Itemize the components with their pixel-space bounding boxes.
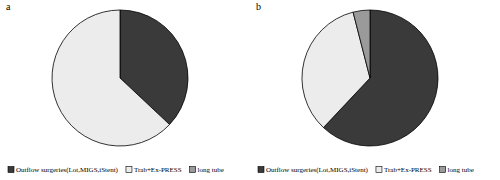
pie [52, 10, 188, 146]
legend-swatch [440, 167, 446, 173]
legend-label: Outflow surgeries(Lot,MIGS,iStent) [16, 166, 119, 174]
legend-label: Trab+Ex-PRESS [134, 166, 182, 174]
legend-swatch [190, 167, 196, 173]
pie [302, 10, 438, 146]
legend-label: long tube [448, 166, 474, 174]
figure: a Outflow surgeries(Lot,MIGS,iStent) Trab+… [0, 0, 500, 180]
panel: b Outflow surgeries(Lot,MIGS,iStent) Trab+… [256, 1, 474, 174]
panel-label: a [6, 1, 11, 12]
legend-swatch [258, 167, 264, 173]
slice [353, 10, 370, 78]
legend-swatch [126, 167, 132, 173]
legend-swatch [8, 167, 14, 173]
slice [120, 10, 121, 78]
panel: a Outflow surgeries(Lot,MIGS,iStent) Trab+… [6, 1, 224, 174]
legend: Outflow surgeries(Lot,MIGS,iStent) Trab+E… [258, 166, 474, 174]
legend: Outflow surgeries(Lot,MIGS,iStent) Trab+E… [8, 166, 224, 174]
legend-swatch [376, 167, 382, 173]
legend-label: long tube [198, 166, 224, 174]
panel-label: b [256, 1, 261, 12]
slice [52, 10, 170, 146]
legend-label: Outflow surgeries(Lot,MIGS,iStent) [266, 166, 369, 174]
legend-label: Trab+Ex-PRESS [384, 166, 432, 174]
